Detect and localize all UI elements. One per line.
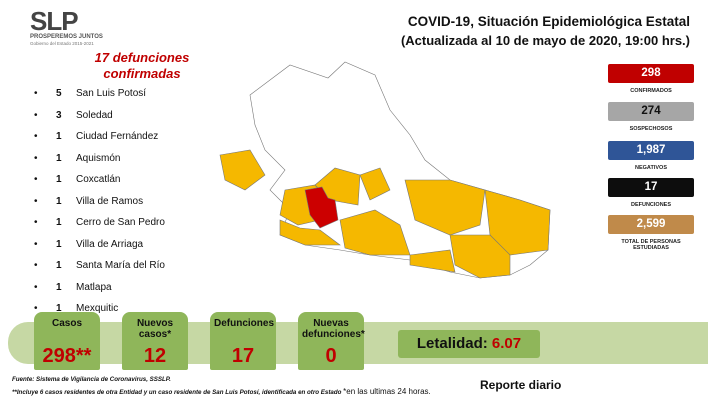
count: 1 xyxy=(56,217,62,228)
place: Cerro de San Pedro xyxy=(76,217,165,228)
place: Aquismón xyxy=(76,152,121,164)
count: 1 xyxy=(56,152,62,164)
bullet: • xyxy=(34,174,38,185)
list-item: • 1 Villa de Arriaga xyxy=(34,239,143,255)
list-item: • 1 Santa María del Río xyxy=(34,260,165,276)
count: 5 xyxy=(56,88,62,99)
government: Gobierno del Estado 2015-2021 xyxy=(30,41,94,46)
lethality-value: 6.07 xyxy=(491,335,522,352)
count: 1 xyxy=(56,281,62,293)
note-text: *en las ultimas 24 horas. xyxy=(343,387,431,396)
note-text: **Incluye 6 casos residentes de otra Ent… xyxy=(12,389,342,396)
count: 1 xyxy=(56,260,62,271)
count: 1 xyxy=(56,195,62,207)
place: San Luis Potosí xyxy=(76,88,147,99)
bullet: • xyxy=(34,281,38,293)
municipality xyxy=(219,149,266,191)
municipality xyxy=(404,179,486,236)
stat-label: SOSPECHOSOS xyxy=(629,126,673,132)
heading-line: confirmadas xyxy=(103,66,181,81)
place: Ciudad Fernández xyxy=(76,131,159,142)
place: Villa de Ramos xyxy=(76,195,144,207)
place: Coxcatlán xyxy=(76,174,121,185)
summary-label: Nuevos casos* xyxy=(136,318,174,340)
motto: PROSPEREMOS JUNTOS xyxy=(30,34,103,40)
count: 1 xyxy=(56,303,62,314)
municipality xyxy=(449,234,511,279)
list-item: • 3 Soledad xyxy=(34,110,113,126)
summary-value: 298** xyxy=(42,345,92,367)
summary-label: Nuevas defunciones* xyxy=(302,318,365,340)
municipality xyxy=(359,167,391,201)
summary-value: 12 xyxy=(143,345,167,367)
count: 1 xyxy=(56,238,62,250)
municipality-highlight xyxy=(304,186,339,229)
list-item: • 1 Mexquitic xyxy=(34,303,118,319)
stat-label: NEGATIVOS xyxy=(635,165,667,171)
note: **Incluye 6 casos residentes de otra Ent… xyxy=(12,387,431,396)
bullet: • xyxy=(34,238,38,250)
list-item: • 1 Matlapa xyxy=(34,282,112,298)
bullet: • xyxy=(34,217,38,228)
summary-label: Casos xyxy=(51,318,82,329)
summary-value: 0 xyxy=(325,345,337,367)
stat-value: 2,599 xyxy=(608,215,694,234)
count: 1 xyxy=(56,174,62,185)
place: Santa María del Río xyxy=(76,260,165,271)
list-item: • 1 Cerro de San Pedro xyxy=(34,217,165,233)
list-item: • 1 Coxcatlán xyxy=(34,174,120,190)
list-item: • 1 Ciudad Fernández xyxy=(34,131,158,147)
bullet: • xyxy=(34,88,38,99)
bullet: • xyxy=(34,109,38,121)
report-label: Reporte diario xyxy=(480,378,562,392)
bullet: • xyxy=(34,260,38,271)
municipality xyxy=(409,249,456,273)
stat-label: CONFIRMADOS xyxy=(630,88,672,94)
bullet: • xyxy=(34,195,38,207)
bullet: • xyxy=(34,131,38,142)
stat-value: 17 xyxy=(608,178,694,197)
summary-card: Nuevos casos* 12 xyxy=(122,312,188,370)
stat-label: DEFUNCIONES xyxy=(630,202,672,208)
summary-card: Casos 298** xyxy=(34,312,100,370)
map xyxy=(219,61,551,279)
place: Matlapa xyxy=(76,281,112,293)
place: Villa de Arriaga xyxy=(76,238,144,250)
lethality: Letalidad: 6.07 xyxy=(398,330,540,358)
count: 3 xyxy=(56,109,62,121)
lethality-label: Letalidad: xyxy=(416,335,488,352)
deaths-heading: 17 defunciones confirmadas xyxy=(82,50,202,82)
list-item: • 1 Aquismón xyxy=(34,153,120,169)
bullet: • xyxy=(34,303,38,314)
stat-value: 1,987 xyxy=(608,141,694,160)
summary-value: 17 xyxy=(231,345,255,367)
summary-label: Defunciones xyxy=(214,318,275,329)
bullet: • xyxy=(34,152,38,164)
stat-value: 274 xyxy=(608,102,694,121)
summary-card: Defunciones 17 xyxy=(210,312,276,370)
place: Mexquitic xyxy=(76,303,119,314)
title: COVID-19, Situación Epidemiológica Estat… xyxy=(407,14,690,29)
stat-label: TOTAL DE PERSONAS ESTUDIADAS xyxy=(621,239,681,251)
subtitle: (Actualizada al 10 de mayo de 2020, 19:0… xyxy=(400,33,690,48)
list-item: • 5 San Luis Potosí xyxy=(34,88,146,104)
logo: SLP xyxy=(30,6,79,36)
place: Soledad xyxy=(76,109,113,121)
list-item: • 1 Villa de Ramos xyxy=(34,196,143,212)
municipality xyxy=(279,219,341,246)
heading-line: 17 defunciones xyxy=(94,50,190,65)
stat-value: 298 xyxy=(608,64,694,83)
count: 1 xyxy=(56,131,62,142)
summary-card: Nuevas defunciones* 0 xyxy=(298,312,365,370)
source: Fuente: Sistema de Vigilancia de Coronav… xyxy=(12,376,171,383)
